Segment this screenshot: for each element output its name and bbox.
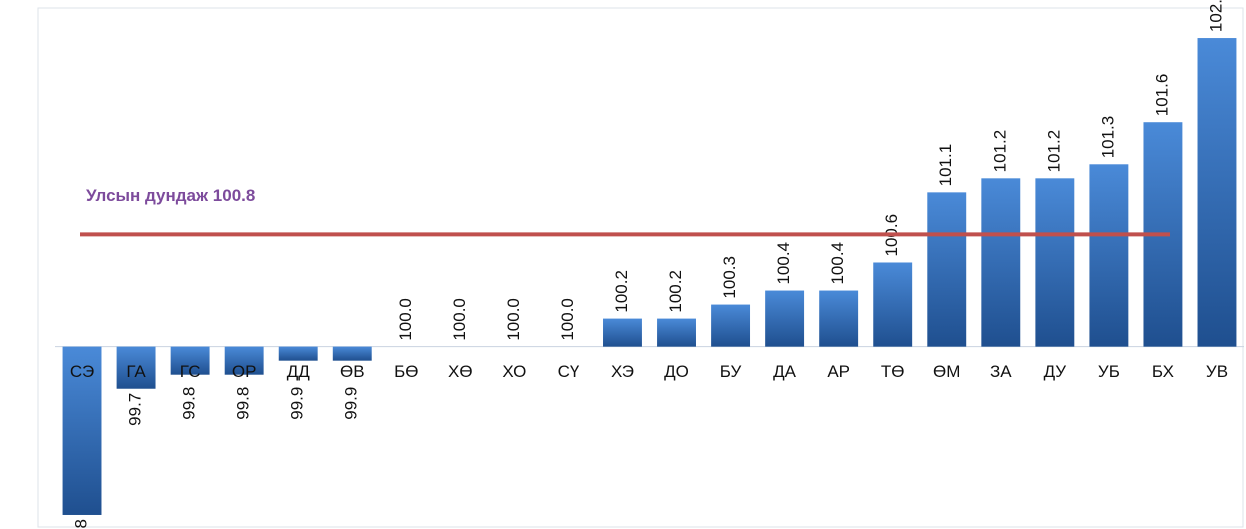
x-tick-label: ДА xyxy=(773,362,797,381)
value-label: 100.2 xyxy=(612,270,631,313)
value-label: 99.9 xyxy=(342,387,361,420)
value-label: 100.4 xyxy=(774,242,793,285)
bar xyxy=(711,304,751,347)
value-label: 99.8 xyxy=(234,387,253,420)
value-label: 99.9 xyxy=(288,387,307,420)
x-tick-label: ӨМ xyxy=(933,362,960,381)
value-label: 100.2 xyxy=(666,270,685,313)
value-label: 101.2 xyxy=(1044,130,1063,173)
x-tick-label: ГС xyxy=(180,362,201,381)
x-tick-label: СҮ xyxy=(558,362,580,381)
bar xyxy=(819,290,859,347)
value-label: 101.6 xyxy=(1152,74,1171,117)
bar xyxy=(332,346,372,361)
value-label: 101.1 xyxy=(936,144,955,187)
x-tick-label: ХӨ xyxy=(448,362,473,381)
value-label: 99.7 xyxy=(126,393,145,426)
value-label: 102.2 xyxy=(1206,0,1225,32)
bar xyxy=(1089,164,1129,347)
value-label: 99.8 xyxy=(180,387,199,420)
x-tick-label: ЗА xyxy=(990,362,1012,381)
bar xyxy=(1197,38,1237,347)
value-label: 101.3 xyxy=(1098,116,1117,159)
x-tick-label: УВ xyxy=(1206,362,1228,381)
value-label: 100.0 xyxy=(558,298,577,341)
value-label: 100.3 xyxy=(720,256,739,299)
x-tick-label: ГА xyxy=(126,362,146,381)
bar xyxy=(927,192,967,347)
x-tick-label: УБ xyxy=(1098,362,1120,381)
x-tick-label: ДО xyxy=(664,362,689,381)
bar xyxy=(765,290,805,347)
bar xyxy=(603,318,642,347)
value-label: 101.2 xyxy=(990,130,1009,173)
x-tick-label: ДУ xyxy=(1044,362,1067,381)
value-label: 100.0 xyxy=(396,298,415,341)
x-tick-label: БХ xyxy=(1152,362,1174,381)
bar xyxy=(1035,178,1075,347)
value-label: 100.0 xyxy=(504,298,523,341)
value-label: 100.4 xyxy=(828,242,847,285)
bar xyxy=(873,262,913,347)
x-tick-label: АР xyxy=(827,362,850,381)
reference-label: Улсын дундаж 100.8 xyxy=(86,186,255,205)
bar xyxy=(981,178,1021,347)
bar xyxy=(224,346,264,375)
x-tick-label: БУ xyxy=(720,362,742,381)
x-tick-label: ОР xyxy=(232,362,257,381)
x-tick-label: ӨВ xyxy=(340,362,365,381)
bar xyxy=(657,318,696,347)
x-tick-label: ДД xyxy=(287,362,311,381)
bar xyxy=(116,346,156,389)
x-tick-label: БӨ xyxy=(394,362,418,381)
x-tick-label: СЭ xyxy=(70,362,94,381)
x-tick-label: ХЭ xyxy=(611,362,634,381)
x-tick-label: ТӨ xyxy=(881,362,905,381)
bar xyxy=(278,346,318,361)
value-label: 100.0 xyxy=(450,298,469,341)
bar xyxy=(170,346,210,375)
frame xyxy=(37,7,1244,528)
x-tick-label: ХО xyxy=(502,362,526,381)
bar xyxy=(62,346,102,515)
value-label: 98.8 xyxy=(72,519,91,529)
